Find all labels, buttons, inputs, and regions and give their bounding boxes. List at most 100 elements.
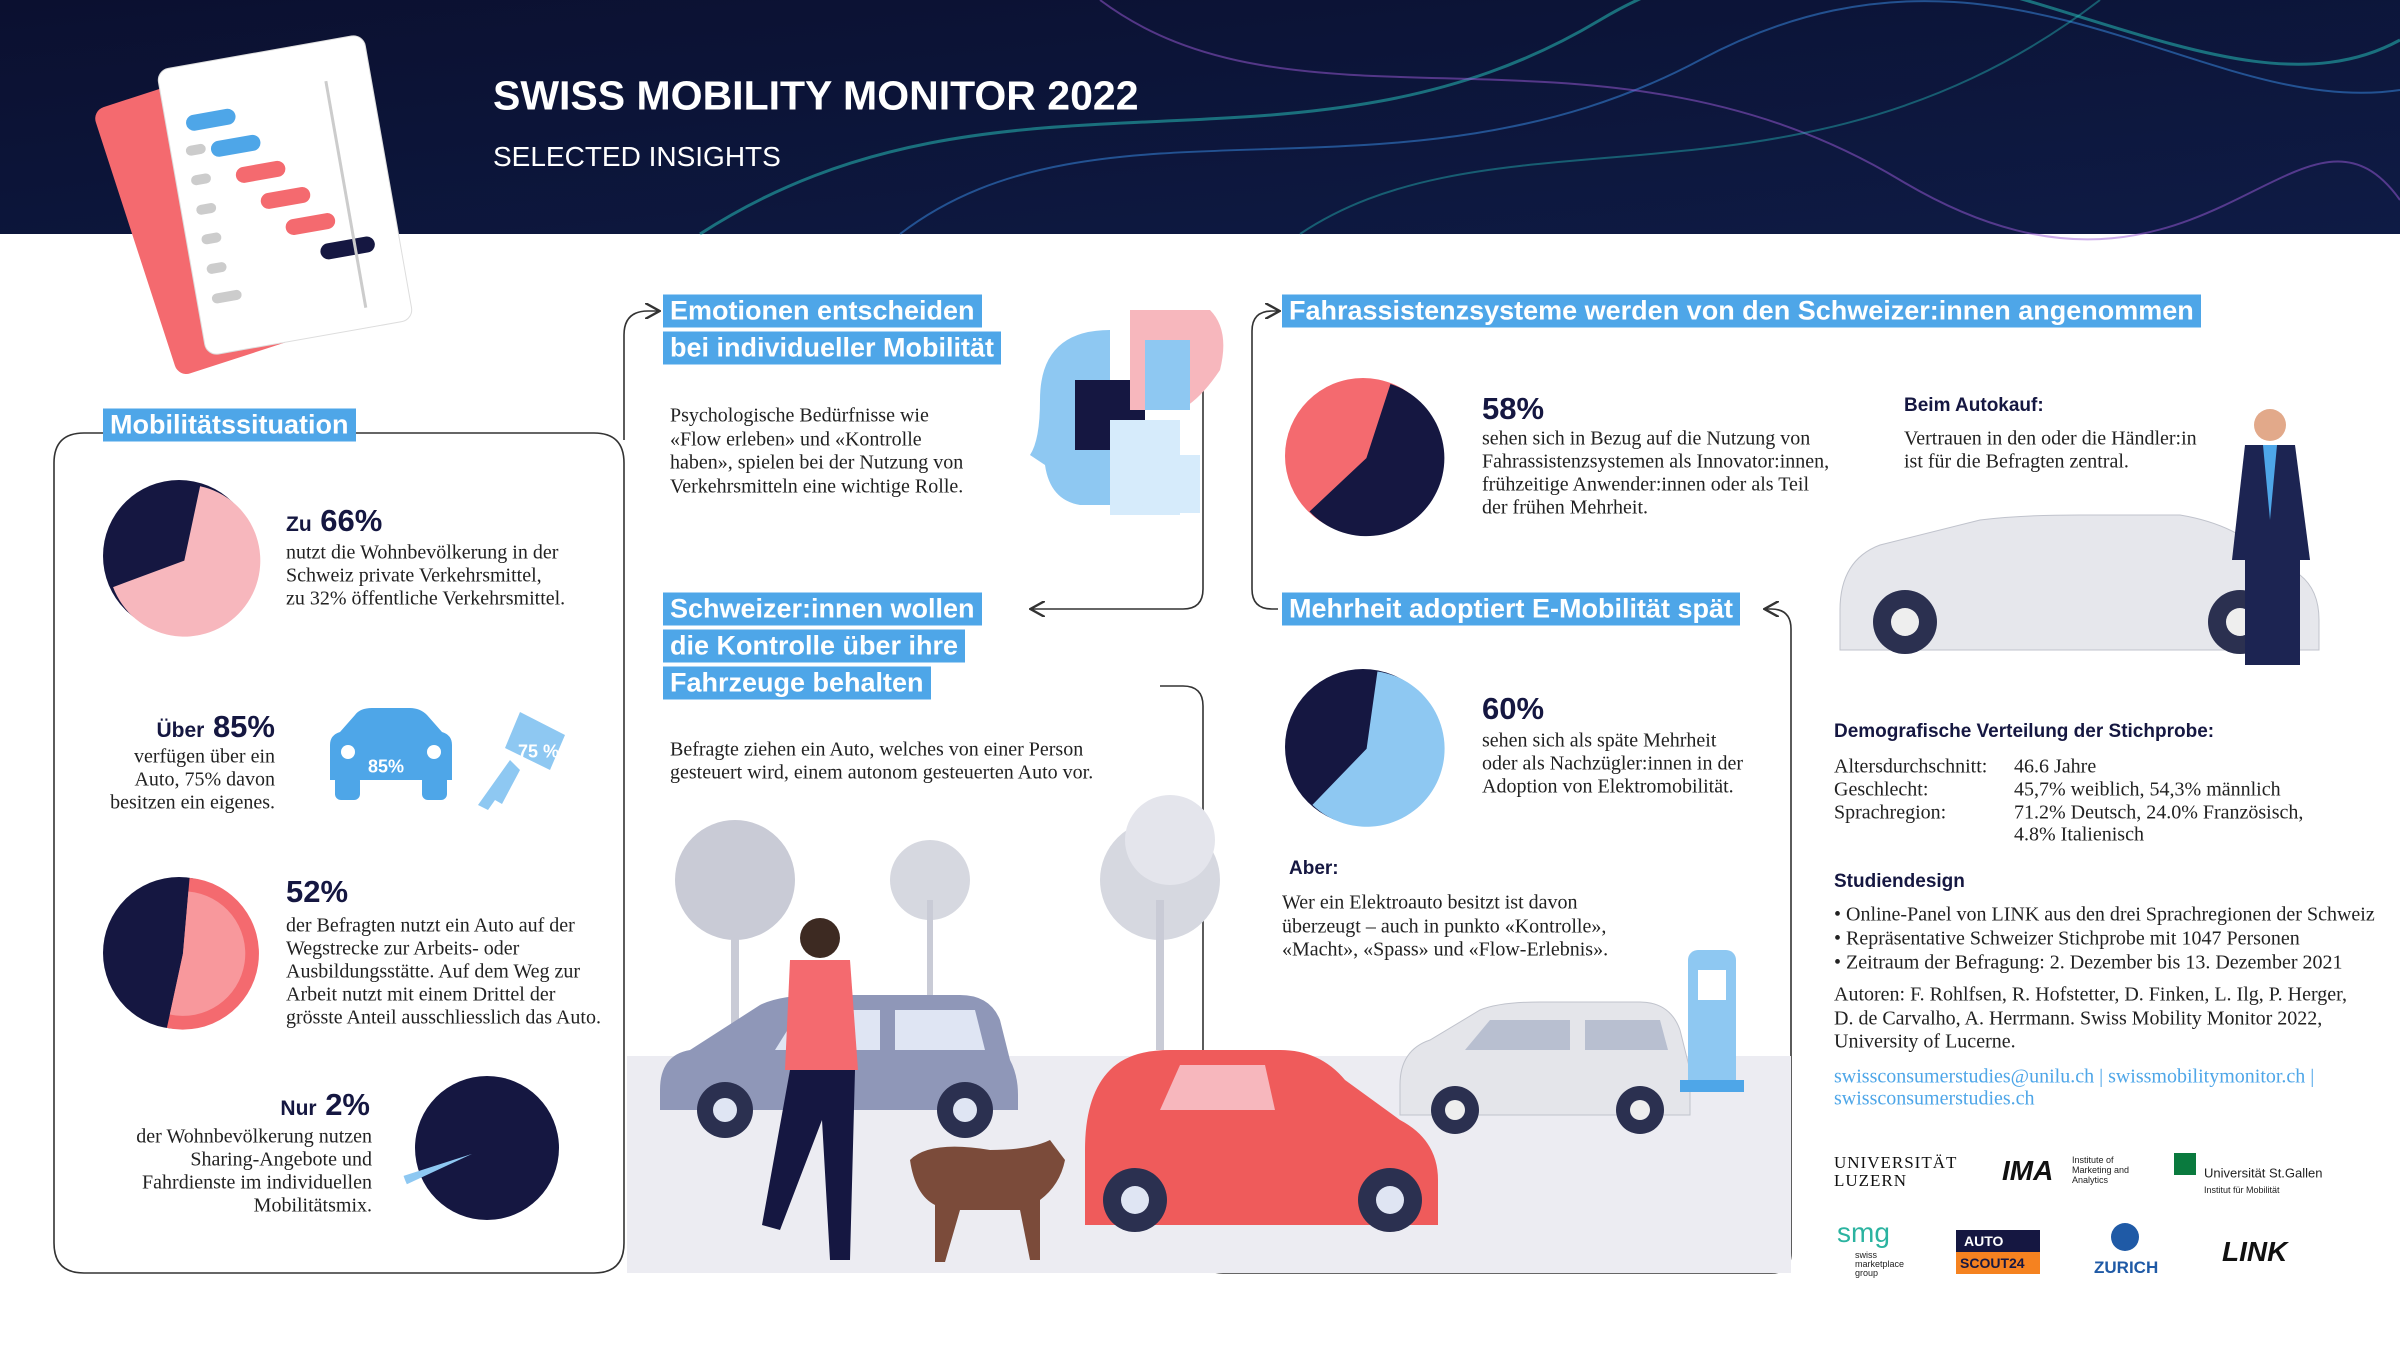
key-icon [478,712,565,810]
text: 45,7% weiblich, 54,3% männlich [2014,778,2281,801]
text: ist für die Befragten zentral. [1904,450,2129,473]
text: 71.2% Deutsch, 24.0% Französisch, [2014,801,2304,824]
text: Fahrassistenzsystemen als Innovator:inne… [1482,450,1830,473]
text: Psychologische Bedürfnisse wie [670,404,929,427]
link: swissconsumerstudies.ch [1834,1087,2035,1110]
key-figure: 52% [286,874,348,910]
subtitle: SELECTED INSIGHTS [493,141,781,172]
text: besitzen ein eigenes. [110,791,275,814]
pie-slice [1309,383,1445,537]
text: • Zeitraum der Befragung: 2. Dezember bi… [1834,951,2343,974]
text: Befragte ziehen ein Auto, welches von ei… [670,738,1084,761]
logo-text: Analytics [2072,1175,2109,1185]
key-figure: 60% [1482,691,1544,727]
percentage: 66% [311,503,383,538]
percentage: 52% [286,874,349,909]
pie-slice [169,891,246,1016]
text: sehen sich in Bezug auf die Nutzung von [1482,427,1811,450]
text: haben», spielen bei der Nutzung von [670,451,964,474]
text: Ausbildungsstätte. Auf dem Weg zur [286,960,581,983]
key-figure: 58% [1482,391,1544,427]
pie-slice [113,486,261,637]
subheading: Studiendesign [1834,871,1965,892]
text: «Flow erleben» und «Kontrolle [670,428,922,450]
logo-text: AUTO [1964,1233,2004,1249]
key-figure: Nur 2% [280,1087,370,1123]
text: Sharing-Angebote und [190,1148,372,1171]
text: sehen sich als späte Mehrheit [1482,729,1717,752]
text: 46.6 Jahre [2014,755,2097,778]
logo-text: LUZERN [1834,1171,1908,1190]
subheading: Aber: [1289,858,1339,879]
logo-text: Institut für Mobilität [2204,1185,2280,1195]
text: gesteuert wird, einem autonom gesteuerte… [670,761,1094,784]
text: oder als Nachzügler:innen in der [1482,752,1744,775]
puzzle-head [1030,310,1224,515]
pie-rest [415,1076,559,1220]
text: • Online-Panel von LINK aus den drei Spr… [1834,903,2375,926]
text: Fahrdienste im individuellen [142,1171,372,1194]
text: nutzt die Wohnbevölkerung in der [286,541,559,564]
text: Sprachregion: [1834,801,1947,824]
text: Auto, 75% davon [134,768,275,791]
logo-text: swiss [1855,1250,1877,1260]
subheading: Beim Autokauf: [1904,395,2044,416]
section-heading: Schweizer:innen wollen [663,592,982,626]
text: Adoption von Elektromobilität. [1482,775,1734,798]
percentage: 85% [204,709,275,744]
title: SWISS MOBILITY MONITOR 2022 [493,72,1139,119]
icon-label: 75 % [518,741,560,762]
logo-text: group [1855,1268,1879,1278]
section-heading: Fahrassistenzsysteme werden von den Schw… [1282,294,2201,328]
section-heading: Mehrheit adoptiert E-Mobilität spät [1282,592,1741,626]
logo-text: SCOUT24 [1960,1255,2025,1271]
logo-text: LINK [2222,1236,2288,1267]
text: der Wohnbevölkerung nutzen [136,1125,372,1148]
text: Geschlecht: [1834,778,1929,801]
text: D. de Carvalho, A. Herrmann. Swiss Mobil… [1834,1007,2323,1029]
text: verfügen über ein [133,745,275,768]
text: überzeugt – auch in punkto «Kontrolle», [1282,915,1607,937]
icon-label: 85% [368,756,405,777]
text: Wer ein Elektroauto besitzt ist davon [1282,891,1578,914]
text: der Befragten nutzt ein Auto auf der [286,914,575,937]
key-figure: Zu 66% [286,503,382,539]
prefix: Über [156,719,205,742]
text: der frühen Mehrheit. [1482,496,1649,519]
text: Mobilitätsmix. [253,1194,372,1217]
text: Verkehrsmitteln eine wichtige Rolle. [670,475,964,497]
logo-text: IMA [2002,1155,2054,1186]
text: «Macht», «Spass» und «Flow-Erlebnis». [1282,938,1609,961]
prefix: Nur [280,1097,317,1120]
logo-text: marketplace [1855,1259,1905,1269]
text: zu 32% öffentliche Verkehrsmittel. [286,587,566,610]
text: Vertrauen in den oder die Händler:in [1904,427,2197,450]
logo-text: Institute of [2072,1155,2114,1165]
text: Schweiz private Verkehrsmittel, [286,564,542,587]
text: • Repräsentative Schweizer Stichprobe mi… [1834,927,2300,950]
subheading: Demografische Verteilung der Stichprobe: [1834,721,2215,742]
text: Arbeit nutzt mit einem Drittel der [286,983,556,1006]
text: Altersdurchschnitt: [1834,755,1988,778]
pie-slice [403,1153,473,1185]
logo-text: smg [1837,1217,1890,1248]
section-heading: Mobilitätssituation [103,408,356,442]
logo-text: ZURICH [2094,1258,2159,1277]
header-background [0,0,2400,241]
document-icon [95,35,413,375]
pie-slice [1312,671,1445,827]
link: swissconsumerstudies@unilu.ch | swissmob… [1834,1065,2315,1088]
logo-shapes [1956,1153,2196,1274]
percentage: 60% [1482,691,1545,726]
section-heading: die Kontrolle über ihre [663,629,966,663]
prefix: Zu [286,513,312,536]
text: Wegstrecke zur Arbeits- oder [286,937,520,960]
text: University of Lucerne. [1834,1030,2016,1053]
percentage: 2% [316,1087,370,1122]
key-figure: Über 85% [156,709,275,745]
section-heading: Fahrzeuge behalten [663,666,931,700]
text: Autoren: F. Rohlfsen, R. Hofstetter, D. … [1834,983,2348,1006]
logo-text: Universität St.Gallen [2204,1165,2323,1181]
